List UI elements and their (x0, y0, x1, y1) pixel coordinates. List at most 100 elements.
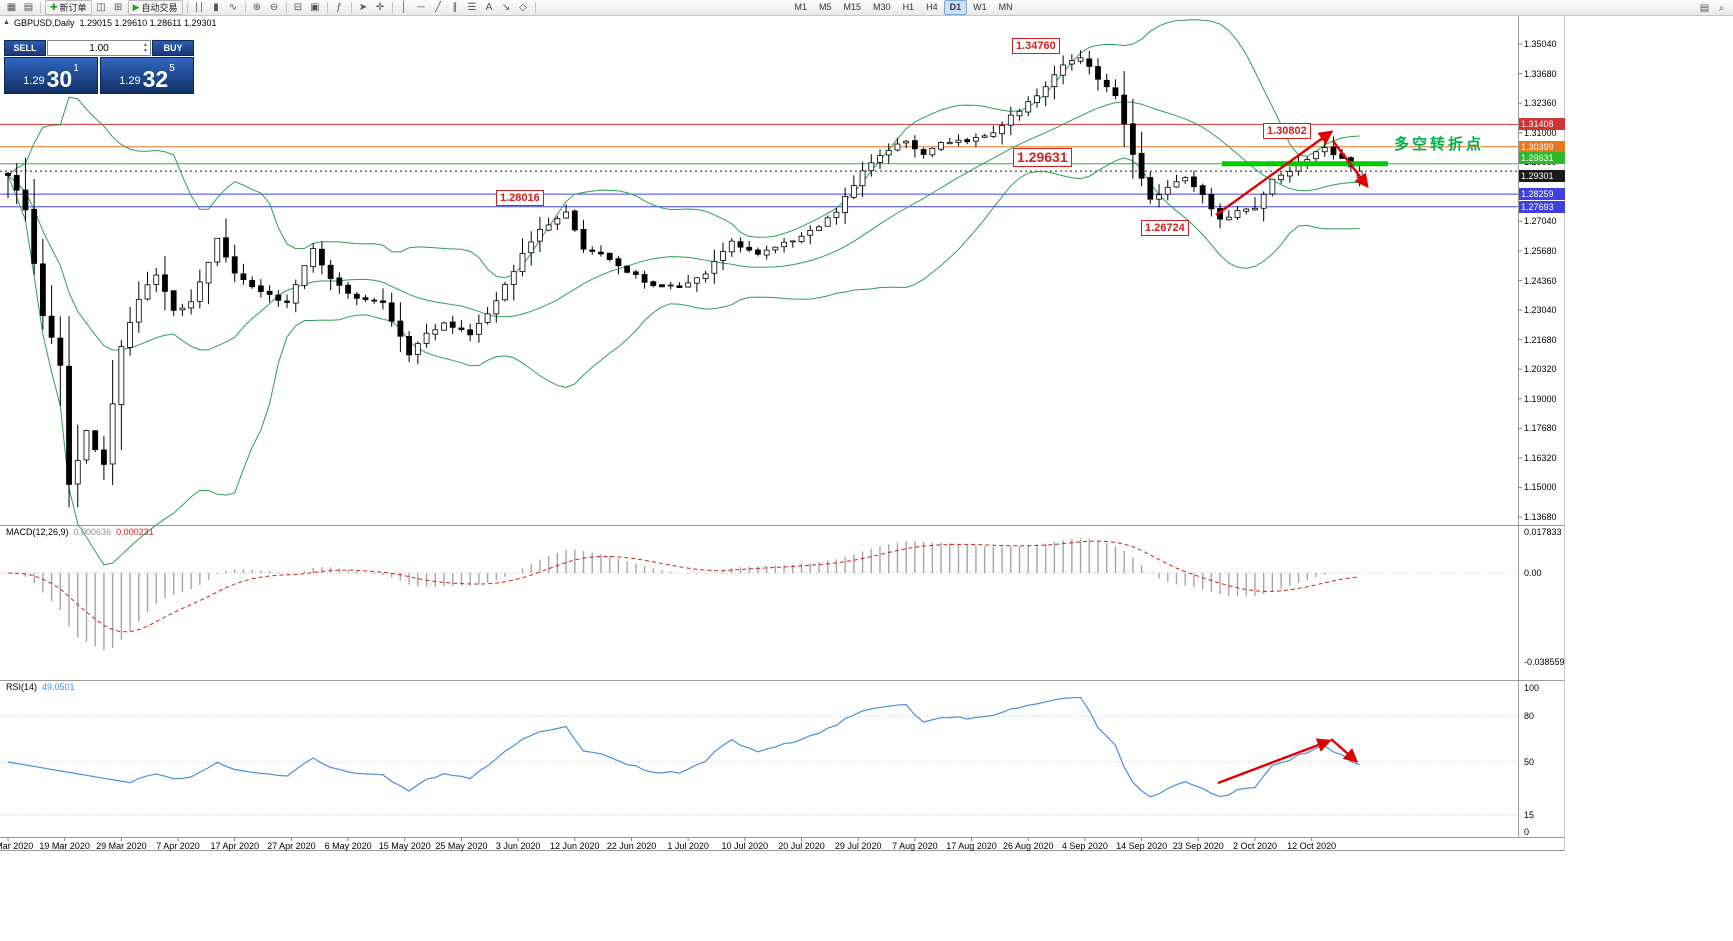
navigator-icon[interactable]: ⊞ (110, 1, 127, 15)
one-click-trading-panel: SELL 1.00 ▲ ▼ BUY 1.29 30 1 1.29 32 5 (4, 40, 194, 94)
trend-arrow-3[interactable] (1217, 738, 1332, 785)
one-click-price-row: 1.29 30 1 1.29 32 5 (4, 57, 194, 94)
search-icon[interactable]: ⌕ (1718, 2, 1725, 14)
price-annotation[interactable]: 1.28016 (496, 190, 544, 206)
buy-price-panel[interactable]: 1.29 32 5 (100, 57, 194, 94)
auto-arrange-icon[interactable]: ▣ (307, 1, 324, 15)
price-annotation[interactable]: 1.30802 (1263, 123, 1311, 139)
crosshair-icon[interactable]: ✛ (372, 1, 389, 15)
sell-button[interactable]: SELL (4, 40, 46, 56)
candlestick-chart-icon-glyph: ▮ (213, 2, 219, 13)
zoom-in-icon[interactable]: ⊕ (249, 1, 266, 15)
timeframe-m15[interactable]: M15 (843, 2, 862, 12)
timeframe-h1[interactable]: H1 (902, 2, 915, 12)
bar-chart-icon[interactable]: ∣∣ (191, 1, 208, 15)
zoom-in-icon-glyph: ⊕ (252, 2, 262, 13)
cursor-icon-glyph: ➤ (358, 2, 368, 13)
rsi-scale-label: 100 (1524, 683, 1540, 693)
candlestick-chart-icon[interactable]: ▮ (208, 1, 225, 15)
candlestick-series (5, 50, 1363, 508)
text-icon[interactable]: A (481, 1, 498, 15)
volume-stepper[interactable]: ▲ ▼ (143, 42, 148, 54)
rsi-value: 49.0501 (42, 682, 75, 692)
rsi-scale-label: 80 (1524, 711, 1535, 722)
tile-windows-icon[interactable]: ⊟ (290, 1, 307, 15)
stepper-up-icon[interactable]: ▲ (143, 42, 148, 48)
indicators-icon[interactable]: ƒ (331, 1, 348, 15)
chart-window-icon[interactable]: ◫ (93, 1, 110, 15)
trendline-icon[interactable]: ╱ (430, 1, 447, 15)
price-tick-label: 1.15000 (1524, 482, 1557, 493)
price-annotation[interactable]: 1.29631 (1013, 148, 1072, 167)
date-label: 3 Jun 2020 (495, 841, 541, 851)
date-label: 7 Aug 2020 (892, 841, 938, 851)
rsi-scale-label: 0 (1524, 827, 1530, 837)
macd-scale-label: -0.038559 (1524, 656, 1565, 667)
date-label: 17 Aug 2020 (946, 841, 997, 851)
buy-button[interactable]: BUY (152, 40, 194, 56)
macd-main-value: 0.000636 (73, 527, 112, 537)
callout-text[interactable]: 多空转折点 (1394, 136, 1485, 153)
data-window-icon[interactable]: ▤ (1699, 2, 1710, 14)
sell-price-panel[interactable]: 1.29 30 1 (4, 57, 98, 94)
price-annotation[interactable]: 1.26724 (1141, 220, 1189, 236)
timeframe-mn[interactable]: MN (998, 2, 1013, 12)
date-label: 2 Oct 2020 (1232, 841, 1277, 851)
toolbar-separator (244, 2, 246, 13)
arrows-icon[interactable]: ↘ (498, 1, 515, 15)
timeframe-d1[interactable]: D1 (943, 0, 968, 15)
date-label: 20 Jul 2020 (778, 841, 825, 851)
date-label: 22 Jun 2020 (606, 841, 657, 851)
cursor-icon[interactable]: ➤ (355, 1, 372, 15)
trend-arrow-2[interactable] (1332, 140, 1369, 189)
date-label: 12 Oct 2020 (1287, 841, 1337, 851)
new-order-button-label: 新订单 (59, 3, 87, 13)
one-click-toggle[interactable]: ▲ (3, 19, 10, 26)
one-click-top-row: SELL 1.00 ▲ ▼ BUY (4, 40, 194, 56)
date-label: 27 Apr 2020 (267, 841, 316, 851)
line-chart-icon[interactable]: ∿ (225, 1, 242, 15)
price-tick-label: 1.19000 (1524, 393, 1557, 404)
price-badge-1.28259: 1.28259 (1519, 188, 1565, 201)
symbol-ohlc-line: GBPUSD,Daily 1.29015 1.29610 1.28611 1.2… (14, 18, 217, 28)
price-tick-label: 1.27040 (1524, 216, 1557, 227)
toolbar-separator (285, 2, 287, 13)
toolbar-right-group: ▤ ⌕ (1696, 1, 1730, 15)
sell-price-small: 1.29 (23, 75, 45, 87)
timeframe-m1[interactable]: M1 (794, 2, 808, 12)
date-label: 6 May 2020 (324, 841, 372, 851)
autotrading-button-label: 自动交易 (141, 3, 178, 13)
zoom-out-icon[interactable]: ⊖ (266, 1, 283, 15)
date-label: 29 Mar 2020 (96, 841, 147, 851)
horizontal-line-icon[interactable]: ─ (413, 1, 430, 15)
toolbar-separator (391, 2, 393, 13)
trend-arrow-1[interactable] (1215, 130, 1334, 216)
volume-value: 1.00 (89, 42, 109, 54)
rsi-scale-label: 50 (1524, 757, 1535, 767)
channel-icon[interactable]: ∥ (447, 1, 464, 15)
profiles-icon[interactable]: ▤ (20, 1, 37, 15)
timeframe-w1[interactable]: W1 (973, 2, 987, 12)
timeframe-h4[interactable]: H4 (926, 2, 938, 12)
new-order-button[interactable]: ✚ 新订单 (45, 0, 92, 15)
trend-arrow-4[interactable] (1330, 738, 1359, 763)
vertical-line-icon[interactable]: │ (396, 1, 413, 15)
window-frame (0, 16, 1565, 851)
fibonacci-icon[interactable]: ☰ (464, 1, 481, 15)
macd-title: MACD(12,26,9) (6, 527, 69, 537)
buy-price-big: 32 (142, 66, 169, 92)
shapes-icon[interactable]: ◇ (515, 1, 532, 15)
timeframe-m30[interactable]: M30 (873, 2, 891, 12)
macd-label: MACD(12,26,9) 0.000636 0.000231 (6, 527, 154, 537)
macd-signal-line (7, 540, 1360, 633)
stepper-down-icon[interactable]: ▼ (143, 48, 148, 54)
autotrading-button[interactable]: ▶ 自动交易 (127, 0, 183, 15)
rsi-line (7, 696, 1360, 798)
auto-arrange-icon-glyph: ▣ (310, 2, 320, 13)
new-chart-icon[interactable]: ▦ (3, 1, 20, 15)
volume-input[interactable]: 1.00 ▲ ▼ (47, 40, 151, 56)
price-annotation[interactable]: 1.34760 (1012, 38, 1060, 54)
timeframe-m5[interactable]: M5 (819, 2, 832, 12)
